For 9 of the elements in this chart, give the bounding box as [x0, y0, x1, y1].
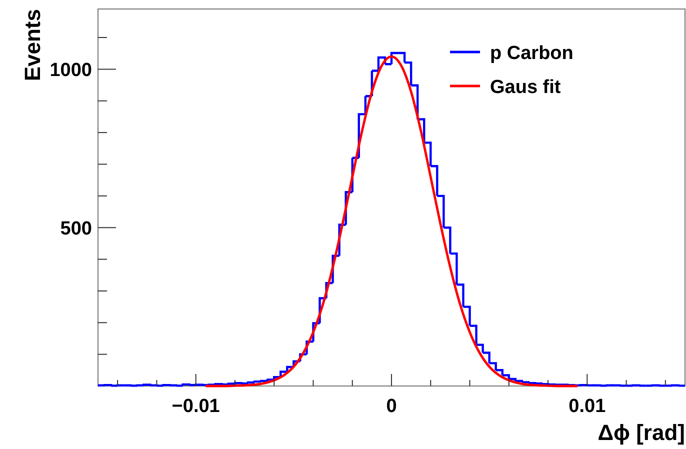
y-tick-label: 500 [60, 218, 92, 240]
x-tick-label: 0.01 [568, 396, 606, 417]
legend-label: p Carbon [490, 43, 574, 64]
x-axis-title: Δϕ [rad] [598, 420, 685, 445]
y-tick-label: 1000 [50, 60, 92, 82]
legend-label: Gaus fit [490, 77, 562, 98]
x-tick-label: 0 [386, 396, 397, 417]
y-axis-title: Events [20, 9, 45, 82]
x-tick-label: −0.01 [172, 396, 220, 417]
